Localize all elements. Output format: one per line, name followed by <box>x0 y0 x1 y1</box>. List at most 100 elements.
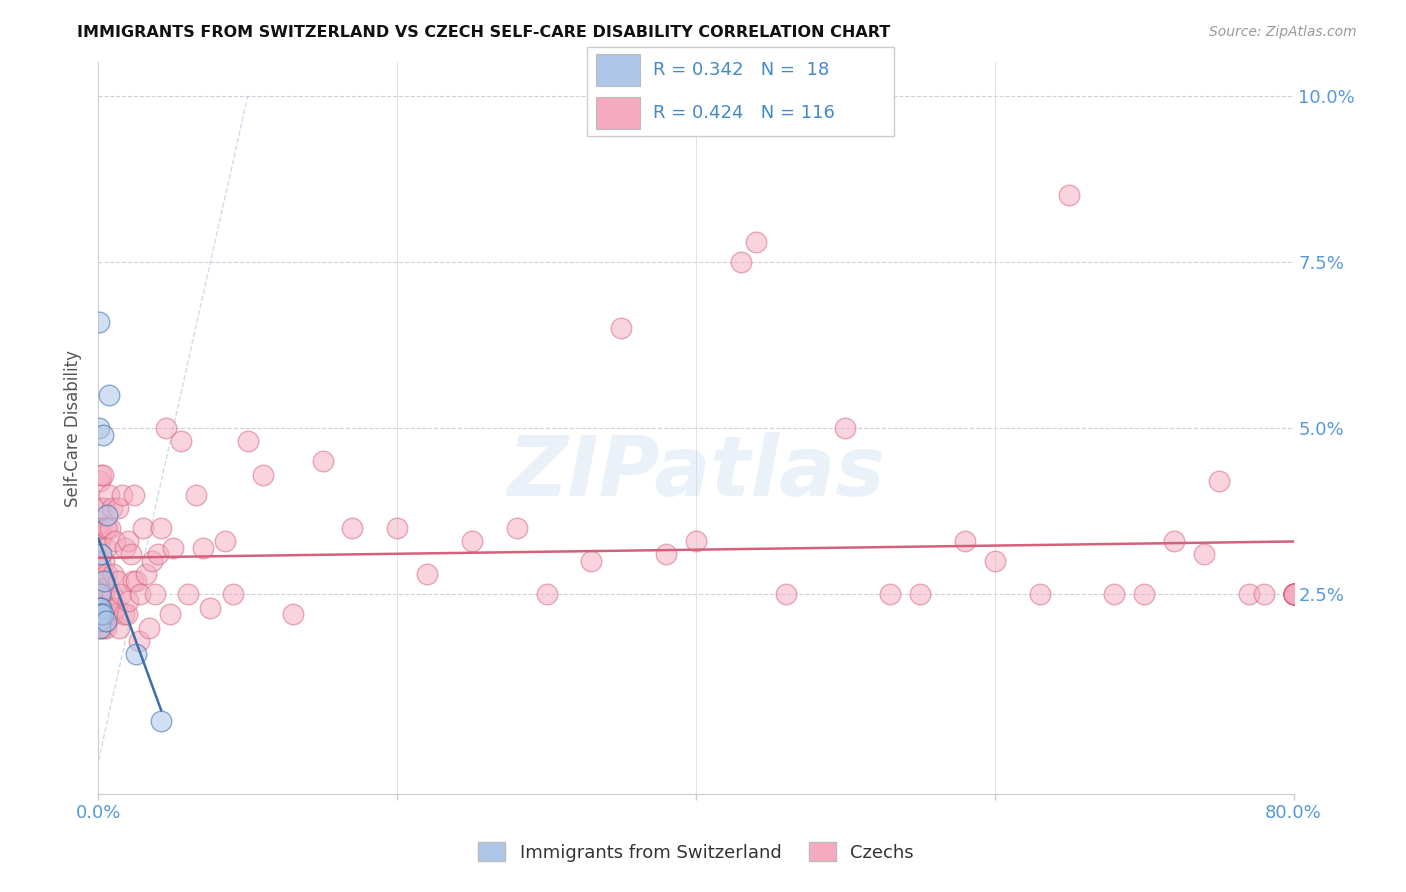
Point <box>125 574 148 588</box>
Bar <box>596 97 641 129</box>
Point <box>90 567 112 582</box>
Point <box>115 607 138 622</box>
Point <box>91 607 114 622</box>
Point <box>222 587 245 601</box>
Point <box>148 548 170 562</box>
Point <box>834 421 856 435</box>
Point <box>125 647 148 661</box>
Point <box>121 574 143 588</box>
Point <box>461 534 484 549</box>
Point <box>1059 188 1081 202</box>
Point <box>117 534 139 549</box>
Point <box>90 587 112 601</box>
Point <box>191 541 214 555</box>
Point <box>169 434 191 449</box>
Point <box>89 554 111 568</box>
Point <box>879 587 901 601</box>
Point <box>132 521 155 535</box>
Point <box>908 587 931 601</box>
Point <box>91 567 114 582</box>
Point <box>150 714 173 728</box>
Point <box>536 587 558 601</box>
Point <box>91 587 114 601</box>
Text: IMMIGRANTS FROM SWITZERLAND VS CZECH SELF-CARE DISABILITY CORRELATION CHART: IMMIGRANTS FROM SWITZERLAND VS CZECH SEL… <box>77 25 890 40</box>
Text: ZIPatlas: ZIPatlas <box>508 432 884 513</box>
Point <box>112 607 135 622</box>
Point <box>96 614 118 628</box>
Point <box>89 614 111 628</box>
Point <box>89 621 111 635</box>
Point <box>90 621 112 635</box>
Point <box>184 488 207 502</box>
Point <box>104 534 127 549</box>
Point <box>1282 587 1305 601</box>
Point <box>96 521 118 535</box>
Point <box>775 587 797 601</box>
Point <box>120 548 142 562</box>
Legend: Immigrants from Switzerland, Czechs: Immigrants from Switzerland, Czechs <box>471 835 921 869</box>
Point <box>89 421 111 435</box>
Y-axis label: Self-Care Disability: Self-Care Disability <box>65 350 83 507</box>
Point <box>89 534 111 549</box>
Point <box>111 488 134 502</box>
Point <box>311 454 333 468</box>
Point <box>97 488 120 502</box>
Point <box>1237 587 1260 601</box>
Point <box>953 534 976 549</box>
Point <box>984 554 1007 568</box>
Point <box>143 587 166 601</box>
Point <box>129 587 152 601</box>
Point <box>89 500 111 515</box>
Point <box>103 567 125 582</box>
Point <box>89 594 111 608</box>
Point <box>101 587 124 601</box>
Point <box>1282 587 1305 601</box>
Point <box>200 600 222 615</box>
Point <box>96 508 118 522</box>
Point <box>155 421 177 435</box>
Point <box>252 467 274 482</box>
Point <box>103 607 125 622</box>
Point <box>128 634 150 648</box>
Point <box>105 600 128 615</box>
Point <box>90 527 112 541</box>
Text: R = 0.342   N =  18: R = 0.342 N = 18 <box>652 61 830 78</box>
Point <box>506 521 529 535</box>
Point <box>101 500 124 515</box>
Point <box>89 607 111 622</box>
Point <box>1282 587 1305 601</box>
Point <box>94 541 117 555</box>
Point <box>581 554 603 568</box>
Point <box>1208 475 1230 489</box>
Point <box>1253 587 1275 601</box>
Point <box>89 587 111 601</box>
Point <box>177 587 200 601</box>
Point <box>1028 587 1050 601</box>
Point <box>1192 548 1215 562</box>
Point <box>89 587 111 601</box>
Point <box>236 434 259 449</box>
Point <box>281 607 304 622</box>
Point <box>385 521 409 535</box>
Point <box>1282 587 1305 601</box>
Point <box>342 521 364 535</box>
Point <box>610 321 633 335</box>
Point <box>150 521 173 535</box>
Point <box>107 574 129 588</box>
Point <box>685 534 707 549</box>
Point <box>90 600 112 615</box>
Point <box>1282 587 1305 601</box>
Point <box>90 548 112 562</box>
Point <box>97 388 120 402</box>
Point <box>159 607 181 622</box>
Point <box>97 607 120 622</box>
Point <box>745 235 768 249</box>
Point <box>730 255 752 269</box>
Point <box>94 614 117 628</box>
Point <box>117 594 139 608</box>
Point <box>90 607 112 622</box>
Point <box>1104 587 1126 601</box>
Point <box>1282 587 1305 601</box>
Point <box>124 488 146 502</box>
Point <box>89 607 111 622</box>
